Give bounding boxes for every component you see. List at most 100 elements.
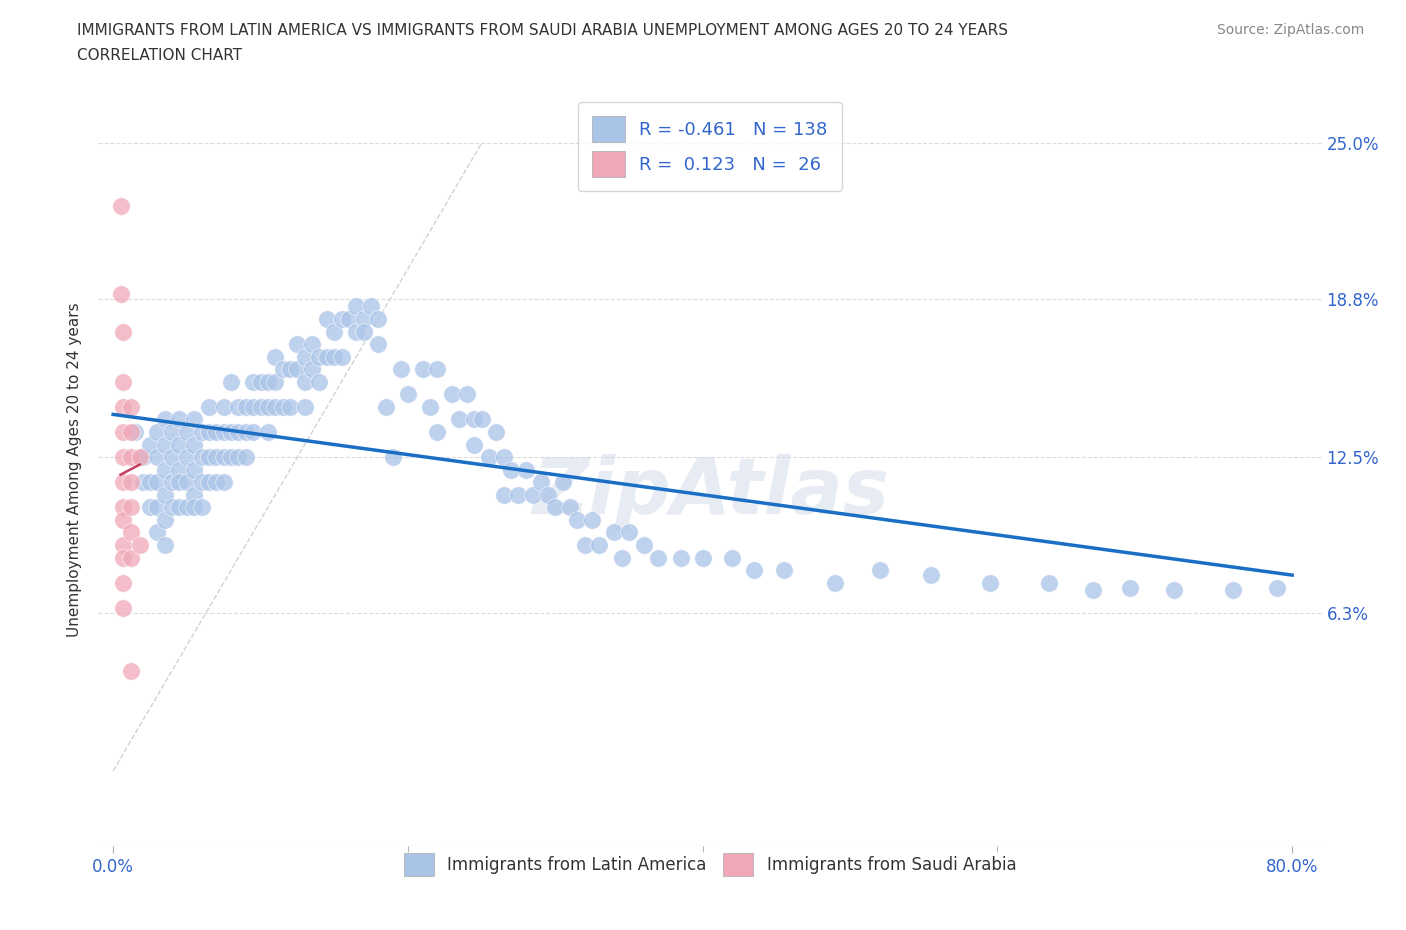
Point	[183, 487, 205, 502]
Point	[382, 450, 405, 465]
Point	[772, 563, 794, 578]
Point	[315, 312, 337, 326]
Point	[120, 424, 142, 440]
Point	[212, 450, 235, 465]
Point	[471, 412, 494, 427]
Point	[529, 475, 551, 490]
Point	[183, 437, 205, 452]
Point	[120, 551, 142, 565]
Point	[124, 424, 146, 440]
Point	[110, 286, 132, 301]
Point	[1163, 583, 1185, 598]
Point	[633, 538, 655, 552]
Point	[183, 500, 205, 515]
Point	[146, 500, 169, 515]
Point	[190, 450, 212, 465]
Point	[112, 551, 135, 565]
Point	[190, 475, 212, 490]
Point	[294, 350, 316, 365]
Point	[146, 424, 169, 440]
Point	[112, 450, 135, 465]
Point	[323, 350, 346, 365]
Point	[278, 362, 301, 377]
Point	[242, 400, 264, 415]
Point	[1119, 580, 1142, 595]
Point	[169, 412, 191, 427]
Point	[153, 512, 176, 527]
Point	[219, 450, 242, 465]
Point	[235, 450, 257, 465]
Point	[287, 362, 309, 377]
Point	[128, 538, 150, 552]
Point	[235, 400, 257, 415]
Point	[264, 400, 287, 415]
Point	[131, 450, 153, 465]
Point	[485, 424, 508, 440]
Point	[441, 387, 464, 402]
Point	[242, 424, 264, 440]
Point	[112, 601, 135, 616]
Text: ZipAtlas: ZipAtlas	[531, 454, 889, 530]
Point	[574, 538, 596, 552]
Point	[301, 362, 323, 377]
Point	[176, 500, 198, 515]
Point	[264, 375, 287, 390]
Point	[396, 387, 419, 402]
Text: Source: ZipAtlas.com: Source: ZipAtlas.com	[1216, 23, 1364, 37]
Point	[120, 400, 142, 415]
Point	[153, 538, 176, 552]
Point	[120, 500, 142, 515]
Point	[112, 575, 135, 591]
Point	[183, 462, 205, 477]
Point	[478, 450, 501, 465]
Point	[426, 362, 449, 377]
Point	[374, 400, 396, 415]
Point	[120, 450, 142, 465]
Point	[551, 475, 574, 490]
Point	[112, 400, 135, 415]
Point	[294, 400, 316, 415]
Y-axis label: Unemployment Among Ages 20 to 24 years: Unemployment Among Ages 20 to 24 years	[67, 302, 83, 637]
Point	[235, 424, 257, 440]
Point	[205, 475, 228, 490]
Point	[146, 475, 169, 490]
Point	[742, 563, 765, 578]
Point	[169, 500, 191, 515]
Point	[412, 362, 434, 377]
Point	[1038, 575, 1060, 591]
Point	[426, 424, 449, 440]
Point	[139, 500, 162, 515]
Point	[367, 337, 389, 352]
Point	[389, 362, 412, 377]
Point	[294, 375, 316, 390]
Point	[1222, 583, 1244, 598]
Point	[271, 362, 294, 377]
Point	[617, 525, 640, 539]
Point	[508, 487, 530, 502]
Point	[353, 312, 375, 326]
Point	[153, 437, 176, 452]
Point	[120, 663, 142, 678]
Point	[110, 199, 132, 214]
Point	[205, 424, 228, 440]
Point	[183, 412, 205, 427]
Point	[242, 375, 264, 390]
Point	[169, 437, 191, 452]
Point	[492, 450, 515, 465]
Point	[588, 538, 610, 552]
Point	[257, 375, 280, 390]
Point	[160, 450, 183, 465]
Point	[198, 450, 221, 465]
Point	[367, 312, 389, 326]
Point	[198, 475, 221, 490]
Point	[558, 500, 581, 515]
Point	[169, 462, 191, 477]
Point	[330, 350, 353, 365]
Point	[146, 450, 169, 465]
Point	[315, 350, 337, 365]
Point	[264, 350, 287, 365]
Point	[219, 375, 242, 390]
Point	[160, 475, 183, 490]
Point	[205, 450, 228, 465]
Point	[198, 400, 221, 415]
